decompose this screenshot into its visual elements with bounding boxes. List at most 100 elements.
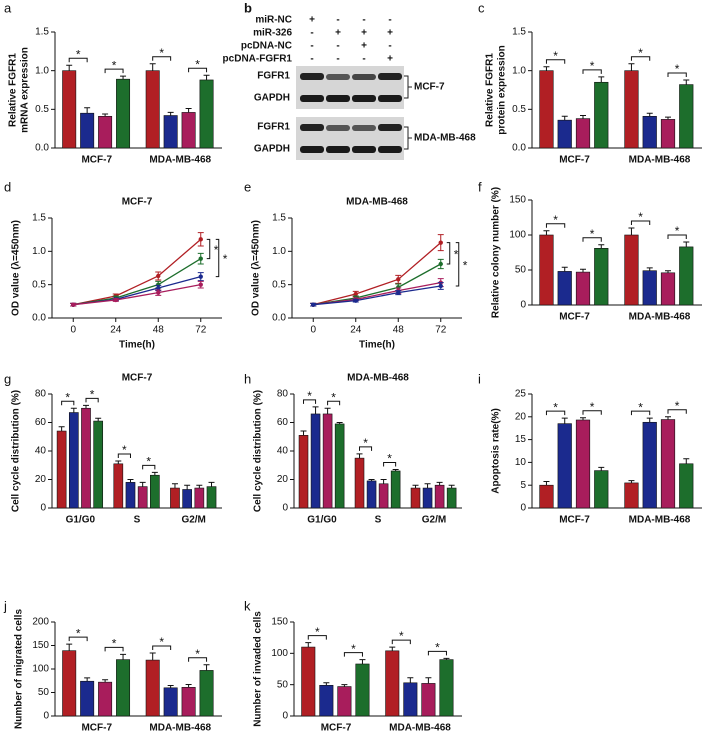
blot-membrane xyxy=(296,117,404,160)
significance-bracket xyxy=(104,68,124,74)
bar xyxy=(434,484,445,509)
panel-letter: c xyxy=(478,0,485,15)
panel: i 0 5 10 15 20 25 Apoptosis rate(%) MCF-7 MDA-MB-… xyxy=(478,371,702,526)
error-bar xyxy=(628,63,635,71)
treatment-label: miR-NC xyxy=(255,15,292,26)
y-axis-label: Relative FGFR1 xyxy=(485,53,496,127)
line xyxy=(313,242,442,306)
bar xyxy=(624,70,639,149)
bar xyxy=(322,413,333,509)
error-bar xyxy=(167,111,174,116)
error-bar xyxy=(305,642,312,648)
error-bar xyxy=(683,79,690,85)
significance-label: * xyxy=(363,436,368,450)
marker xyxy=(156,285,161,291)
bar xyxy=(170,487,180,509)
error-bar xyxy=(323,682,330,686)
error-bar xyxy=(203,664,210,671)
treatment-mark: + xyxy=(361,41,367,52)
bar xyxy=(199,670,214,717)
significance-label: * xyxy=(90,388,95,402)
bar xyxy=(366,480,377,509)
error-bar xyxy=(580,115,586,119)
y-tick-label: 0.5 xyxy=(272,279,286,290)
error-bar xyxy=(448,484,455,489)
y-tick-label: 0.0 xyxy=(512,143,526,154)
panel-letter: e xyxy=(244,179,251,194)
band xyxy=(378,124,402,131)
x-tick-label: G2/M xyxy=(181,515,205,526)
band xyxy=(352,95,376,102)
y-tick-label: 0.0 xyxy=(32,313,46,324)
significance-bracket xyxy=(307,635,327,640)
significance-label: * xyxy=(553,213,558,227)
error-bar xyxy=(412,484,419,489)
marker xyxy=(438,240,443,245)
chart-title: MDA-MB-468 xyxy=(346,197,408,208)
bar xyxy=(298,435,309,509)
y-axis-label: mRNA expression xyxy=(20,47,31,133)
band xyxy=(326,146,350,153)
treatment-mark: + xyxy=(309,15,315,26)
x-tick-label: S xyxy=(375,515,382,526)
marker xyxy=(113,297,118,303)
y-tick-label: 0 xyxy=(40,503,46,514)
x-tick-label: 48 xyxy=(393,325,405,336)
error-bar xyxy=(102,113,109,117)
significance-label: * xyxy=(590,59,595,73)
treatment-label: pcDNA-FGFR1 xyxy=(223,54,293,65)
y-tick-label: 5 xyxy=(520,480,526,491)
marker xyxy=(353,298,358,303)
blot-images xyxy=(296,66,412,160)
x-tick-label: 72 xyxy=(195,325,207,336)
line xyxy=(73,284,201,306)
significance-bracket xyxy=(427,650,447,656)
y-tick-label: 100 xyxy=(509,230,526,241)
bar xyxy=(390,470,401,509)
band xyxy=(326,125,350,131)
error-bar xyxy=(389,646,396,651)
error-bar xyxy=(598,244,605,249)
band xyxy=(300,146,324,153)
error-bar xyxy=(580,268,586,273)
marker xyxy=(438,283,443,289)
significance-bracket xyxy=(68,636,88,642)
error-bar xyxy=(646,417,653,423)
treatment-mark: + xyxy=(387,54,393,65)
bar xyxy=(660,272,676,306)
error-bar xyxy=(665,116,671,120)
error-bar xyxy=(580,417,586,420)
bar xyxy=(421,683,436,717)
significance-bracket xyxy=(303,399,317,404)
x-tick-label: MCF-7 xyxy=(81,155,112,166)
bar xyxy=(422,487,433,509)
bar xyxy=(385,650,400,717)
bar xyxy=(206,486,217,509)
significance-label: * xyxy=(638,400,643,414)
error-bar xyxy=(324,407,331,414)
panel-letter: g xyxy=(4,371,11,386)
treatment-mark: - xyxy=(310,54,313,65)
x-tick-label: MCF-7 xyxy=(559,312,590,323)
significance-label: * xyxy=(638,46,643,60)
bar xyxy=(125,482,136,509)
y-tick-label: 25 xyxy=(515,389,527,400)
y-tick-label: 1.5 xyxy=(32,213,46,224)
significance-label: * xyxy=(76,626,81,640)
significance-bracket xyxy=(667,409,687,414)
significance-bracket xyxy=(582,237,602,242)
line xyxy=(73,238,202,306)
panel-letter: d xyxy=(4,179,11,194)
blot-membrane xyxy=(296,66,404,109)
y-tick-label: 1.5 xyxy=(512,27,526,38)
y-tick-label: 20 xyxy=(515,411,527,422)
x-tick-label: MDA-MB-468 xyxy=(629,312,691,323)
y-tick-label: 0.5 xyxy=(32,279,46,290)
error-bar xyxy=(628,480,635,483)
chart-title: MCF-7 xyxy=(122,197,153,208)
cell-line-label: MCF-7 xyxy=(414,82,445,93)
bar xyxy=(594,81,609,149)
significance-bracket xyxy=(391,639,411,645)
x-tick-label: MDA-MB-468 xyxy=(629,155,691,166)
bar xyxy=(624,482,639,509)
